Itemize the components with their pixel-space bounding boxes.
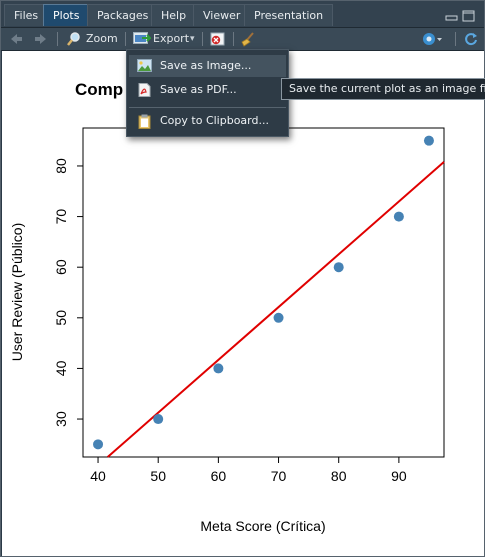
pane-tab-bar: Files Plots Packages Help Viewer Present… <box>1 1 484 28</box>
data-point <box>93 439 104 450</box>
data-point <box>423 135 434 146</box>
toolbar-divider <box>233 32 234 46</box>
menu-divider <box>129 107 286 108</box>
plot-viewer: Comp 40 50 60 70 80 90 30 40 50 60 70 80 Meta Scor… <box>2 51 484 556</box>
maximize-pane-icon[interactable] <box>462 7 476 22</box>
save-as-pdf-menu-item[interactable]: Save as PDF... <box>129 79 286 101</box>
tab-label: Files <box>14 9 39 22</box>
plot-frame <box>82 127 445 458</box>
data-point <box>333 262 344 273</box>
export-label: Export <box>153 32 190 45</box>
publish-icon <box>421 32 443 52</box>
tab-viewer[interactable]: Viewer <box>193 4 251 26</box>
x-tick-label: 90 <box>391 468 407 484</box>
tab-label: Presentation <box>254 9 324 22</box>
tab-label: Viewer <box>203 9 241 22</box>
x-tick-label: 80 <box>331 468 347 484</box>
minimize-pane-icon[interactable] <box>445 7 459 21</box>
tab-packages[interactable]: Packages <box>87 4 159 26</box>
zoom-label: Zoom <box>86 32 118 45</box>
tab-plots[interactable]: Plots <box>43 4 90 26</box>
menu-item-label: Save as PDF... <box>160 83 237 96</box>
y-tick-label: 40 <box>53 360 69 376</box>
tab-label: Plots <box>53 9 80 22</box>
broom-icon <box>240 31 256 53</box>
tab-help[interactable]: Help <box>151 4 197 26</box>
toolbar-divider <box>125 32 126 46</box>
y-tick-label: 60 <box>53 259 69 275</box>
refresh-icon <box>464 32 478 52</box>
toolbar-divider <box>202 32 203 46</box>
tab-label: Help <box>161 9 187 22</box>
y-tick-label: 50 <box>53 310 69 326</box>
y-axis-label: User Review (Público) <box>9 223 25 361</box>
plot-title: Comp <box>75 80 123 99</box>
x-axis-label: Meta Score (Crítica) <box>200 518 325 534</box>
tooltip: Save the current plot as an image file <box>281 78 485 100</box>
x-tick-label: 70 <box>271 468 287 484</box>
x-tick-label: 50 <box>150 468 166 484</box>
regression-line <box>107 161 445 458</box>
x-tick-label: 40 <box>90 468 106 484</box>
data-point <box>273 312 284 323</box>
tab-presentation[interactable]: Presentation <box>244 4 334 26</box>
export-caret-icon: ▾ <box>190 34 195 44</box>
data-point <box>393 211 404 222</box>
y-tick-label: 70 <box>53 209 69 225</box>
menu-item-label: Save as Image... <box>160 59 252 72</box>
image-icon <box>137 59 152 73</box>
forward-arrow-icon[interactable] <box>34 30 48 48</box>
remove-plot-icon <box>210 32 226 53</box>
tab-label: Packages <box>97 9 149 22</box>
menu-item-label: Copy to Clipboard... <box>160 114 269 127</box>
data-point <box>213 363 224 374</box>
y-tick-label: 80 <box>53 158 69 174</box>
data-point <box>153 414 164 425</box>
x-tick-label: 60 <box>211 468 227 484</box>
scatter-chart: Comp 40 50 60 70 80 90 30 40 50 60 70 80 Meta Scor… <box>9 80 445 534</box>
zoom-icon <box>66 31 82 53</box>
y-tick-label: 30 <box>53 411 69 427</box>
toolbar-divider <box>455 32 456 46</box>
back-arrow-icon[interactable] <box>9 30 23 48</box>
plot-toolbar: Zoom Export ▾ <box>1 28 484 51</box>
export-button[interactable]: Export ▾ <box>132 30 198 48</box>
export-icon <box>133 32 153 52</box>
clipboard-icon <box>137 114 152 129</box>
export-menu: Save as Image... Save as PDF... Copy to … <box>126 49 289 137</box>
copy-to-clipboard-menu-item[interactable]: Copy to Clipboard... <box>129 110 286 132</box>
save-as-image-menu-item[interactable]: Save as Image... <box>129 55 286 77</box>
tab-files[interactable]: Files <box>4 4 49 26</box>
pdf-icon <box>137 83 152 97</box>
toolbar-divider <box>57 32 58 46</box>
